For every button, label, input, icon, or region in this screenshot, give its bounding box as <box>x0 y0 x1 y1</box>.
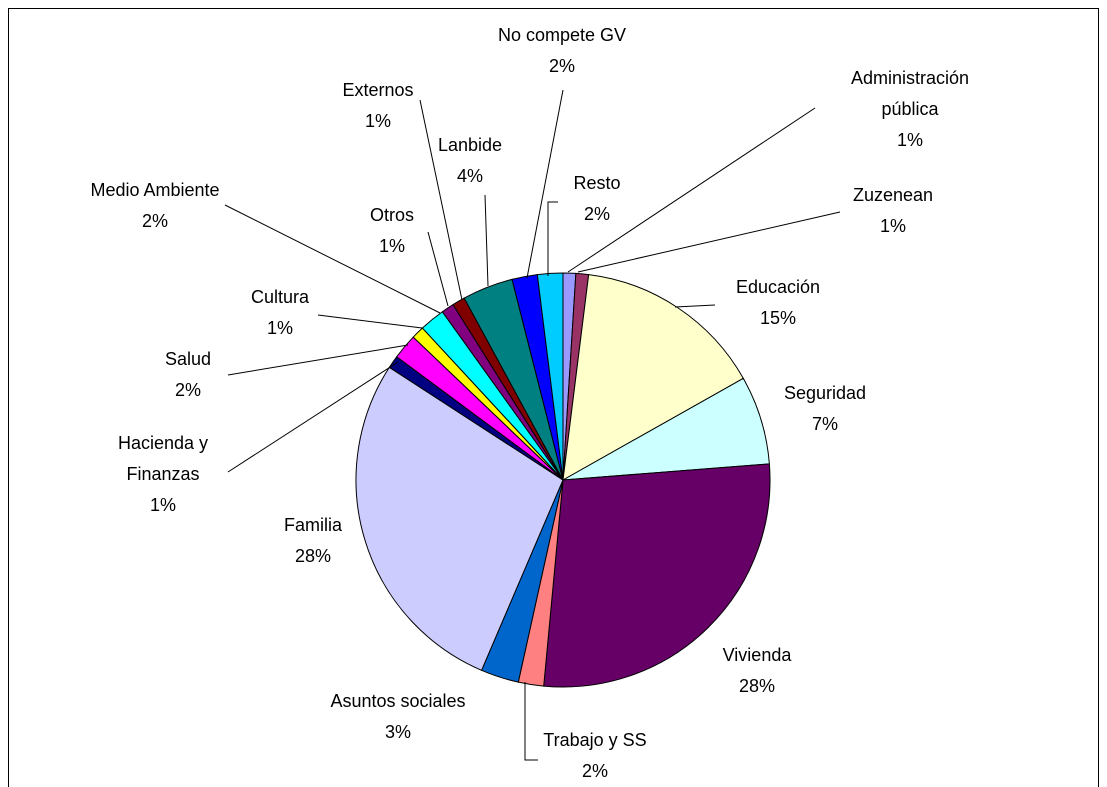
leader-line <box>567 107 816 273</box>
leader-line <box>427 231 449 307</box>
slice-label: Seguridad 7% <box>725 378 925 440</box>
leader-line <box>317 314 423 329</box>
slice-percent: 2% <box>548 56 575 76</box>
slice-name: Externos <box>342 80 414 100</box>
slice-percent: 1% <box>896 130 923 150</box>
slice-percent: 2% <box>141 211 168 231</box>
slice-label: Lanbide 4% <box>370 130 570 192</box>
slice-name: Zuzenean <box>852 185 934 205</box>
slice-label: Zuzenean 1% <box>793 180 993 242</box>
slice-percent: 1% <box>879 216 906 236</box>
slice-label: Familia 28% <box>213 510 413 572</box>
slice-name: Administración pública <box>850 68 970 119</box>
slice-name: No compete GV <box>497 25 627 45</box>
leader-line <box>674 304 716 308</box>
slice-percent: 7% <box>811 414 838 434</box>
slice-percent: 3% <box>384 722 411 742</box>
slice-name: Cultura <box>250 287 310 307</box>
slice-label: Vivienda 28% <box>657 640 857 702</box>
slice-percent: 1% <box>266 318 293 338</box>
slice-name: Vivienda <box>722 645 792 665</box>
slice-name: Asuntos sociales <box>330 691 466 711</box>
slice-percent: 1% <box>149 495 176 515</box>
leader-line <box>524 682 538 761</box>
slice-percent: 4% <box>456 166 483 186</box>
slice-name: Salud <box>164 349 212 369</box>
slice-percent: 28% <box>738 676 776 696</box>
leader-line <box>224 204 441 314</box>
slice-label: No compete GV 2% <box>437 20 687 82</box>
leader-line <box>419 99 463 301</box>
leader-line <box>526 89 564 279</box>
slice-name: Otros <box>369 205 414 225</box>
leader-line <box>547 201 558 276</box>
slice-name: Trabajo y SS <box>543 730 647 750</box>
slice-percent: 2% <box>174 380 201 400</box>
slice-name: Resto <box>573 173 621 193</box>
slice-name: Seguridad <box>783 383 867 403</box>
slice-label: Administración pública 1% <box>835 63 985 156</box>
slice-label: Educación 15% <box>678 272 878 334</box>
slice-label: Hacienda y Finanzas 1% <box>93 428 233 521</box>
slice-percent: 28% <box>294 546 332 566</box>
slice-name: Lanbide <box>437 135 503 155</box>
leader-line <box>484 194 489 287</box>
slice-percent: 1% <box>378 236 405 256</box>
slice-label: Salud 2% <box>88 344 288 406</box>
pie-slice <box>355 366 564 671</box>
leader-line <box>227 361 399 473</box>
slice-percent: 2% <box>581 761 608 781</box>
slice-label: Trabajo y SS 2% <box>495 725 695 787</box>
leader-line <box>227 344 409 376</box>
leader-line <box>577 211 841 273</box>
slice-name: Familia <box>283 515 342 535</box>
slice-label: Cultura 1% <box>180 282 380 344</box>
slice-percent: 2% <box>583 204 610 224</box>
pie-slice <box>543 463 771 688</box>
slice-label: Resto 2% <box>497 168 697 230</box>
slice-label: Otros 1% <box>292 200 492 262</box>
pie-slice <box>536 272 564 481</box>
slice-percent: 15% <box>759 308 797 328</box>
slice-name: Educación <box>735 277 821 297</box>
slice-name: Hacienda y Finanzas <box>117 433 209 484</box>
slice-label: Asuntos sociales 3% <box>273 686 523 748</box>
slice-percent: 1% <box>364 111 391 131</box>
slice-label: Externos 1% <box>278 75 478 137</box>
slice-label: Medio Ambiente 2% <box>30 175 280 237</box>
slice-name: Medio Ambiente <box>90 180 220 200</box>
pie-slice <box>562 274 745 481</box>
